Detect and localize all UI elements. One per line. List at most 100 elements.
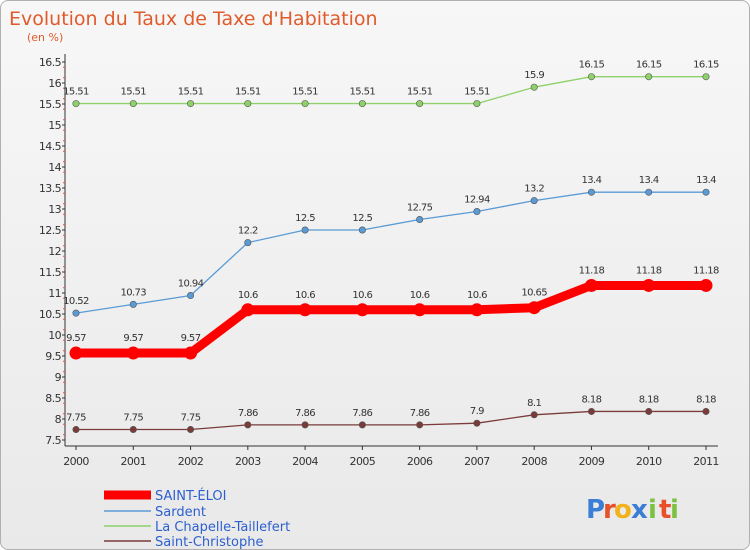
- data-point: [587, 407, 595, 415]
- data-label: 11.18: [636, 265, 662, 276]
- series-line: [75, 76, 707, 105]
- x-tick-label: 2010: [636, 455, 662, 468]
- data-label: 10.6: [295, 290, 315, 301]
- data-label: 7.86: [238, 408, 258, 419]
- y-tick-label: 14.5: [39, 140, 62, 153]
- x-tick-label: 2006: [407, 455, 433, 468]
- data-point: [702, 188, 710, 196]
- x-tick-label: 2004: [292, 455, 318, 468]
- data-point: [244, 421, 252, 429]
- data-point: [187, 292, 195, 300]
- y-tick-label: 12.5: [39, 224, 62, 237]
- y-tick-label: 16.5: [39, 56, 62, 69]
- data-label: 8.18: [696, 394, 716, 405]
- data-label: 11.18: [693, 265, 719, 276]
- data-label: 8.1: [527, 398, 541, 409]
- y-tick-label: 11: [48, 287, 61, 300]
- data-point: [416, 421, 424, 429]
- data-label: 15.51: [63, 87, 89, 98]
- data-point: [126, 346, 140, 360]
- data-label: 10.6: [352, 290, 372, 301]
- y-tick-label: 8: [55, 413, 62, 426]
- x-tick-label: 2000: [63, 455, 89, 468]
- data-label: 8.18: [639, 394, 659, 405]
- data-label: 15.51: [464, 87, 490, 98]
- y-tick-label: 9.5: [45, 350, 61, 363]
- data-point: [129, 425, 137, 433]
- legend-label: Sardent: [155, 505, 206, 520]
- data-point: [301, 226, 309, 234]
- data-label: 7.75: [66, 413, 86, 424]
- series-group: 15.51 15.51 15.51 15.51 15.51 15.51 15.51 15.51…: [63, 60, 720, 433]
- series-line: [71, 280, 711, 358]
- data-point: [473, 419, 481, 427]
- data-label: 13.4: [696, 175, 716, 186]
- data-label: 16.15: [636, 60, 662, 71]
- data-label: 15.51: [235, 87, 261, 98]
- data-point: [642, 278, 656, 292]
- data-label: 11.18: [579, 265, 605, 276]
- data-point: [470, 303, 484, 317]
- chart-title: Evolution du Taux de Taxe d'Habitation: [9, 8, 378, 30]
- data-label: 15.9: [524, 70, 544, 81]
- y-tick-label: 15: [48, 119, 61, 132]
- data-point: [584, 278, 598, 292]
- data-point: [702, 407, 710, 415]
- data-label: 12.5: [295, 213, 315, 224]
- data-point: [72, 309, 80, 317]
- x-ticks: 2000 2001 2002 2003 2004 2005 2006 2007 2008 2009…: [63, 446, 719, 468]
- data-point: [530, 83, 538, 91]
- data-point: [530, 197, 538, 205]
- data-label: 12.94: [464, 195, 490, 206]
- data-label: 16.15: [693, 60, 719, 71]
- data-point: [358, 226, 366, 234]
- data-point: [473, 208, 481, 216]
- y-tick-label: 16: [48, 77, 61, 90]
- data-label: 13.4: [582, 175, 602, 186]
- logo-letter: i: [670, 495, 679, 525]
- data-point: [645, 73, 653, 81]
- y-tick-label: 12: [48, 245, 61, 258]
- data-label: 7.75: [123, 413, 143, 424]
- data-point: [72, 425, 80, 433]
- series-line: [75, 191, 707, 314]
- y-tick-label: 13: [48, 203, 61, 216]
- data-point: [301, 100, 309, 108]
- data-label: 10.94: [178, 279, 204, 290]
- data-label: 7.75: [181, 413, 201, 424]
- series-line: [75, 410, 707, 431]
- data-point: [187, 425, 195, 433]
- data-point: [129, 300, 137, 308]
- x-tick-label: 2007: [464, 455, 490, 468]
- data-label: 13.2: [524, 184, 544, 195]
- data-label: 16.15: [579, 60, 605, 71]
- data-label: 12.2: [238, 226, 258, 237]
- x-tick-label: 2001: [120, 455, 146, 468]
- data-point: [530, 411, 538, 419]
- data-point: [699, 278, 713, 292]
- data-label: 13.4: [639, 175, 659, 186]
- data-label: 10.6: [410, 290, 430, 301]
- data-label: 15.51: [120, 87, 146, 98]
- y-tick-label: 10: [48, 329, 61, 342]
- y-tick-label: 8.5: [45, 392, 61, 405]
- data-label: 15.51: [350, 87, 376, 98]
- data-point: [69, 346, 83, 360]
- y-tick-label: 13.5: [39, 182, 62, 195]
- data-point: [358, 100, 366, 108]
- x-tick-label: 2002: [178, 455, 204, 468]
- proxiti-logo: Pro x i ti: [586, 495, 679, 525]
- data-point: [129, 100, 137, 108]
- x-tick-label: 2011: [693, 455, 719, 468]
- logo-letter: x: [631, 495, 648, 525]
- data-point: [358, 421, 366, 429]
- data-point: [702, 73, 710, 81]
- data-label: 12.75: [407, 203, 433, 214]
- x-tick-label: 2009: [579, 455, 605, 468]
- data-point: [355, 303, 369, 317]
- data-label: 7.9: [470, 406, 484, 417]
- data-point: [416, 100, 424, 108]
- data-label: 15.51: [292, 87, 318, 98]
